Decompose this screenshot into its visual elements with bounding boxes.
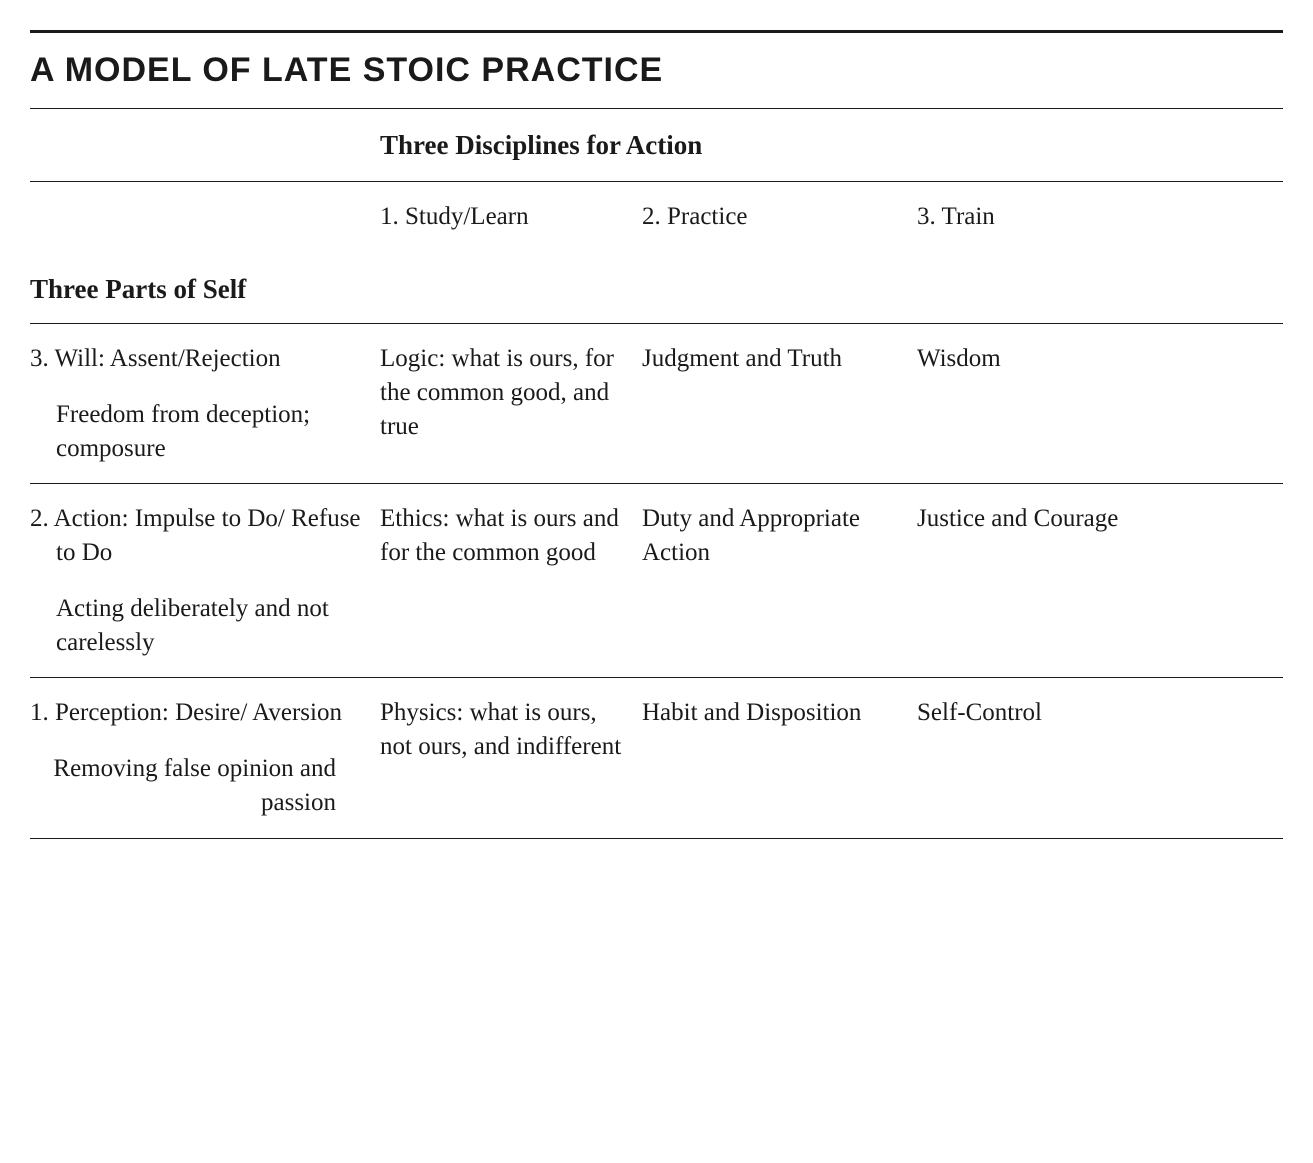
row-label-cell: 2. Action: Impulse to Do/ Refuse to Do A… — [30, 484, 380, 677]
cell-study: Ethics: what is ours and for the common … — [380, 484, 642, 677]
row-sub: Acting deliberately and not carelessly — [30, 592, 372, 660]
row-header-row: Three Parts of Self — [30, 252, 1283, 323]
page: A MODEL OF LATE STOIC PRACTICE Three Dis… — [0, 0, 1313, 879]
row-label-cell: 1. Perception: Desire/ Aversion Removing… — [30, 678, 380, 837]
col-header-study: 1. Study/Learn — [380, 182, 642, 252]
super-header: Three Disciplines for Action — [380, 109, 1283, 181]
column-header-row: 1. Study/Learn 2. Practice 3. Train — [30, 182, 1283, 252]
rule-bottom — [30, 838, 1283, 839]
row-label: 3. Will: Assent/Rejection — [30, 342, 372, 376]
cell-practice: Duty and Appropriate Action — [642, 484, 917, 677]
cell-practice: Judgment and Truth — [642, 324, 917, 483]
row-label: 1. Perception: Desire/ Aversion — [30, 696, 372, 730]
col-header-practice: 2. Practice — [642, 182, 917, 252]
row-sub: Removing false opinion and passion — [30, 752, 372, 820]
empty-cell — [30, 109, 380, 181]
row-header: Three Parts of Self — [30, 252, 1283, 323]
cell-study: Physics: what is ours, not ours, and ind… — [380, 678, 642, 837]
row-label: 2. Action: Impulse to Do/ Refuse to Do — [30, 502, 372, 570]
cell-train: Justice and Courage — [917, 484, 1283, 677]
cell-practice: Habit and Disposition — [642, 678, 917, 837]
page-title: A MODEL OF LATE STOIC PRACTICE — [30, 33, 1283, 108]
empty-cell — [30, 182, 380, 252]
table-row: 1. Perception: Desire/ Aversion Removing… — [30, 678, 1283, 837]
cell-study: Logic: what is ours, for the common good… — [380, 324, 642, 483]
table-row: 3. Will: Assent/Rejection Freedom from d… — [30, 324, 1283, 483]
super-header-row: Three Disciplines for Action — [30, 109, 1283, 181]
cell-train: Self-Control — [917, 678, 1283, 837]
col-header-train: 3. Train — [917, 182, 1283, 252]
table-row: 2. Action: Impulse to Do/ Refuse to Do A… — [30, 484, 1283, 677]
row-sub: Freedom from deception; composure — [30, 398, 372, 466]
row-label-cell: 3. Will: Assent/Rejection Freedom from d… — [30, 324, 380, 483]
cell-train: Wisdom — [917, 324, 1283, 483]
